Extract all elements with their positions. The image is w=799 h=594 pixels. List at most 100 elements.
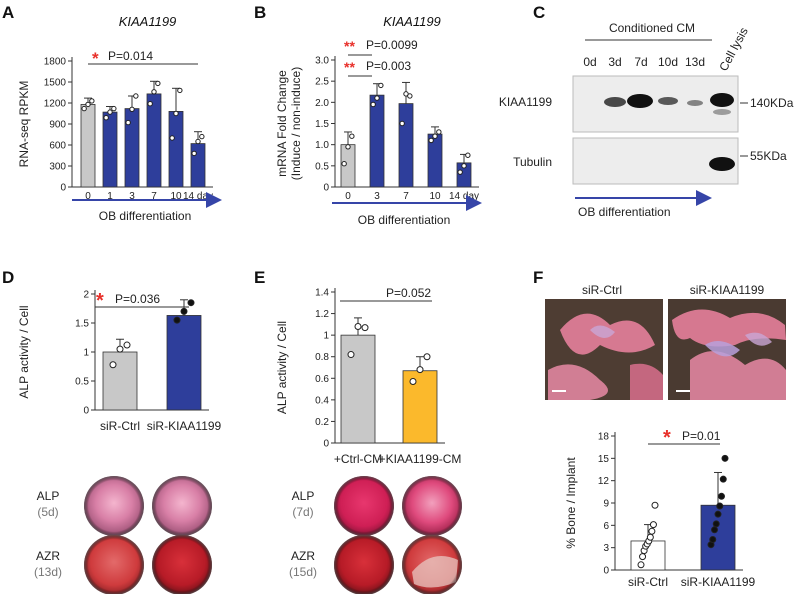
data-point — [718, 492, 725, 500]
marrow-tissue — [705, 341, 740, 357]
y-axis-label: % Bone / Implant — [564, 457, 578, 549]
x-tick-label: 7 — [151, 191, 157, 202]
data-point — [169, 135, 175, 141]
ob-caption-b: OB differentiation — [358, 213, 451, 227]
y-tick-label: 0.8 — [315, 352, 329, 363]
well-rim — [152, 476, 212, 536]
data-point — [191, 150, 197, 157]
y-tick-label: 0 — [323, 183, 329, 194]
y-axis-label-2: (Induce / non-induce) — [289, 67, 303, 180]
data-point — [423, 353, 431, 361]
bar — [402, 370, 438, 444]
x-tick-label: 3 — [129, 191, 135, 202]
conditioned-cm-label: Conditioned CM — [609, 21, 695, 35]
band-kiaa1199-10d — [658, 97, 678, 105]
y-tick-label: 1800 — [44, 57, 67, 68]
data-point — [85, 101, 91, 108]
p-value-label: P=0.003 — [366, 59, 411, 73]
stain-e-azr-time: (15d) — [289, 565, 317, 579]
lane-label-13d: 13d — [685, 55, 705, 69]
panel-letter-d: D — [2, 268, 14, 287]
y-tick-label: 2 — [83, 290, 89, 301]
data-point — [180, 307, 188, 315]
histology-label-ctrl: siR-Ctrl — [582, 283, 622, 297]
data-point — [155, 80, 161, 87]
chart-title: KIAA1199 — [383, 14, 441, 29]
significance-stars: * — [96, 290, 104, 312]
y-tick-label: 0 — [603, 566, 609, 577]
y-tick-label: 1500 — [44, 78, 67, 89]
y-tick-label: 0.2 — [315, 417, 329, 428]
y-tick-label: 0 — [60, 183, 66, 194]
lane-label-7d: 7d — [634, 55, 647, 69]
band-tubulin-lysis — [709, 157, 735, 171]
panel-letter-b: B — [254, 3, 266, 22]
data-point — [125, 119, 131, 126]
bar — [369, 94, 385, 188]
stain-d-azr-time: (13d) — [34, 565, 62, 579]
well-rim — [84, 535, 144, 594]
significance-stars: * — [92, 49, 99, 68]
p-value-label: P=0.036 — [115, 292, 160, 306]
histology-f: siR-Ctrl siR-KIAA1199 — [545, 283, 786, 400]
stain-e-alp-name: ALP — [292, 489, 315, 503]
y-tick-label: 18 — [598, 432, 610, 443]
well-rim — [402, 535, 462, 594]
well-rim — [84, 476, 144, 536]
data-point — [457, 169, 463, 175]
data-point — [133, 93, 139, 99]
lane-label-cell-lysis: Cell lysis — [716, 25, 751, 73]
data-point — [719, 475, 727, 483]
p-value-label: P=0.0099 — [366, 38, 418, 52]
y-tick-label: 12 — [598, 476, 610, 487]
bone-tissue — [630, 363, 663, 400]
data-point — [173, 110, 179, 117]
significance-stars: * — [663, 427, 671, 449]
ob-caption-c: OB differentiation — [578, 205, 671, 219]
well-rim — [402, 476, 462, 536]
data-point — [374, 95, 380, 101]
y-tick-label: 300 — [49, 162, 66, 173]
x-tick-label: 7 — [403, 191, 409, 202]
data-point — [436, 129, 442, 135]
bone-tissue — [690, 351, 786, 400]
chart-e: 0 0.2 0.4 0.6 0.8 1 1.2 1.4 ALP activity / Cell +… — [275, 286, 461, 466]
marker-55kda: 55KDa — [750, 149, 787, 163]
x-tick-label: +KIAA1199-CM — [379, 452, 462, 466]
band-kiaa1199-lysis — [710, 93, 734, 107]
y-tick-label: 1.4 — [315, 288, 329, 299]
stain-d-alp-name: ALP — [37, 489, 60, 503]
data-point — [103, 115, 109, 121]
x-tick-label: 0 — [345, 191, 351, 202]
significance-stars: ** — [344, 59, 355, 75]
stain-wells-d: ALP (5d) AZR (13d) — [34, 476, 212, 594]
bar — [398, 103, 414, 188]
y-axis-label: RNA-seq RPKM — [17, 81, 31, 168]
y-tick-label: 2.0 — [315, 98, 329, 109]
data-point — [81, 105, 87, 112]
data-point — [199, 133, 205, 140]
data-point — [89, 98, 95, 104]
x-tick-label: siR-Ctrl — [100, 419, 140, 433]
data-point — [151, 89, 157, 95]
x-tick-label: 10 — [170, 191, 182, 202]
y-tick-label: 6 — [603, 521, 609, 532]
marker-140kda: 140KDa — [750, 96, 794, 110]
data-point — [129, 106, 135, 113]
y-tick-label: 1.2 — [315, 309, 329, 320]
data-point — [347, 351, 355, 359]
y-tick-label: 1 — [323, 331, 329, 342]
data-point — [461, 163, 467, 169]
chart-b: KIAA1199 0 0.5 1.0 1.5 2.0 2.5 3.0 mRNA Fold Cha… — [275, 14, 479, 202]
stain-d-azr-name: AZR — [36, 549, 60, 563]
bar — [190, 143, 206, 188]
y-tick-label: 9 — [603, 499, 609, 510]
y-axis-label: ALP activity / Cell — [17, 305, 31, 398]
data-point — [714, 510, 722, 518]
histology-label-kiaa: siR-KIAA1199 — [690, 283, 765, 297]
y-tick-label: 15 — [598, 454, 610, 465]
x-tick-label: 14 day — [183, 191, 213, 202]
x-tick-label: siR-KIAA1199 — [681, 575, 756, 589]
data-point — [116, 345, 124, 353]
data-point — [428, 137, 434, 144]
